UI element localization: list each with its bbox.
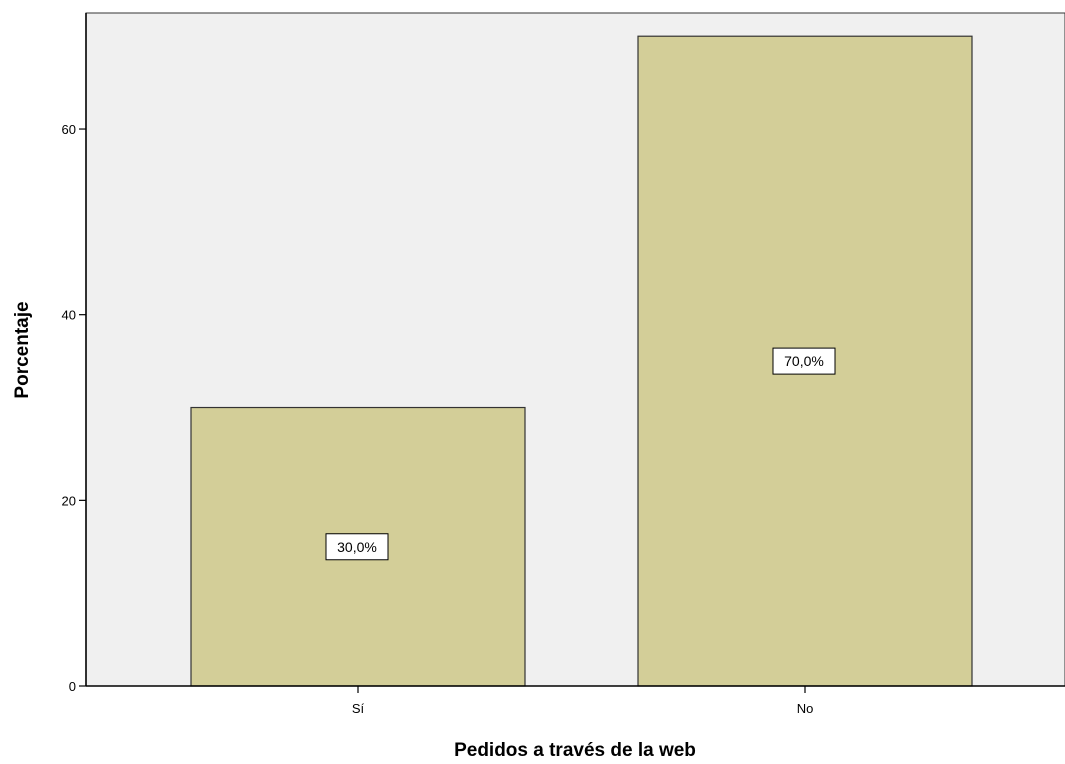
data-label-1: 70,0% — [772, 347, 836, 375]
x-tick-label-1: No — [797, 701, 814, 716]
y-axis-title: Porcentaje — [12, 301, 33, 398]
y-tick-label-0: 0 — [69, 679, 76, 694]
data-label-text-1: 70,0% — [784, 353, 824, 369]
data-label-box-0 — [325, 533, 389, 561]
data-label-box-1 — [772, 347, 836, 375]
y-tick-label-1: 20 — [62, 493, 76, 508]
data-label-0: 30,0% — [325, 533, 389, 561]
y-tick-label-3: 60 — [62, 122, 76, 137]
x-axis-title: Pedidos a través de la web — [454, 740, 696, 761]
data-label-text-0: 30,0% — [337, 539, 377, 555]
x-tick-label-0: Sí — [352, 701, 365, 716]
y-tick-label-2: 40 — [62, 308, 76, 323]
